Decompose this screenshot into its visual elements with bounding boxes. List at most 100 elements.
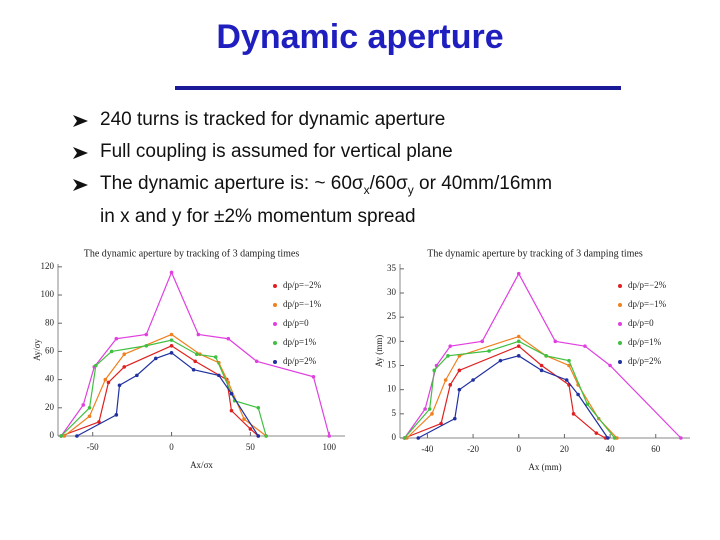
data-point: [576, 392, 580, 397]
data-point: [153, 356, 158, 361]
data-point: [264, 434, 268, 438]
data-point: [117, 383, 122, 388]
data-point: [516, 354, 521, 358]
y-axis-label: Ay (mm): [374, 335, 384, 367]
data-point: [169, 351, 174, 355]
chart-title: The dynamic aperture by tracking of 3 da…: [427, 248, 643, 259]
data-point: [564, 378, 569, 382]
y-tick-label: 120: [41, 261, 55, 271]
y-tick-label: 15: [387, 360, 397, 370]
x-tick-label: -20: [467, 444, 479, 454]
data-point: [605, 436, 610, 440]
data-point: [62, 434, 67, 438]
data-point: [594, 431, 599, 435]
data-point: [612, 436, 617, 440]
title-rule: [175, 86, 621, 90]
y-tick-label: 5: [392, 408, 397, 418]
data-point: [516, 339, 521, 344]
legend-marker: [273, 322, 277, 326]
data-point: [457, 368, 462, 373]
data-point: [571, 412, 576, 416]
bullet-text: Full coupling is assumed for vertical pl…: [100, 141, 453, 162]
data-point: [448, 344, 453, 348]
data-point: [87, 414, 92, 419]
data-point: [122, 365, 127, 369]
legend-label: dp/p=−1%: [283, 299, 322, 309]
data-point: [194, 352, 199, 357]
bullet-arrow: [73, 147, 88, 159]
data-point: [446, 354, 450, 358]
data-point: [254, 359, 259, 364]
x-tick-label: 50: [246, 442, 256, 452]
data-point: [567, 358, 571, 363]
data-point: [402, 436, 407, 440]
data-point: [439, 421, 443, 426]
x-tick-label: -40: [421, 444, 433, 454]
data-point: [169, 343, 174, 348]
data-point: [242, 417, 246, 421]
data-point: [516, 344, 521, 348]
data-point: [144, 332, 149, 337]
data-point: [443, 378, 448, 382]
data-point: [226, 336, 231, 341]
data-point: [448, 383, 453, 387]
x-tick-label: 20: [560, 444, 570, 454]
data-point: [94, 363, 98, 368]
data-point: [248, 427, 253, 431]
x-tick-label: 60: [651, 444, 661, 454]
x-axis-label: Ax (mm): [528, 462, 561, 472]
bullet-arrow: [73, 115, 88, 127]
data-point: [585, 402, 590, 406]
legend-label: dp/p=0: [628, 318, 654, 328]
data-point: [311, 374, 316, 379]
legend-marker: [273, 341, 277, 345]
data-point: [109, 349, 114, 354]
data-point: [191, 367, 196, 372]
y-tick-label: 20: [45, 402, 55, 412]
data-point: [81, 403, 86, 407]
data-point: [516, 334, 521, 339]
data-point: [135, 373, 139, 378]
legend-label: dp/p=0: [283, 318, 309, 328]
y-tick-label: 20: [387, 335, 397, 345]
x-tick-label: 0: [169, 442, 174, 452]
series-line: [76, 352, 259, 437]
legend-label: dp/p=2%: [628, 356, 662, 366]
data-point: [114, 336, 119, 341]
data-point: [416, 436, 421, 440]
series-line: [404, 340, 616, 439]
bullet-text: 240 turns is tracked for dynamic apertur…: [100, 109, 446, 130]
data-point: [103, 377, 108, 382]
legend-label: dp/p=−2%: [628, 280, 667, 290]
legend-label: dp/p=1%: [628, 337, 662, 347]
data-point: [327, 434, 332, 438]
data-point: [608, 363, 612, 368]
legend-marker: [273, 303, 277, 307]
bullet-text: The dynamic aperture is: ~ 60σ: [100, 173, 364, 194]
legend-label: dp/p=−2%: [283, 280, 322, 290]
data-point: [583, 344, 587, 348]
y-tick-label: 60: [45, 345, 55, 355]
y-tick-label: 0: [392, 432, 397, 442]
series-line: [404, 345, 606, 439]
data-point: [544, 354, 548, 358]
bullet-list: 240 turns is tracked for dynamic apertur…: [70, 104, 670, 228]
data-point: [169, 332, 174, 337]
data-point: [539, 363, 544, 368]
data-point: [679, 436, 683, 440]
data-point: [114, 413, 119, 417]
data-point: [256, 406, 261, 410]
data-point: [144, 343, 149, 348]
data-point: [427, 407, 432, 411]
bullet: The dynamic aperture is: ~ 60σx/60σy or …: [70, 168, 670, 228]
y-tick-label: 100: [41, 289, 55, 299]
legend-marker: [273, 284, 277, 288]
charts: The dynamic aperture by tracking of 3 da…: [32, 248, 690, 472]
series-line: [406, 335, 618, 439]
data-point: [516, 271, 521, 276]
data-point: [169, 338, 174, 342]
subscript: y: [407, 182, 414, 197]
data-point: [122, 352, 127, 357]
data-point: [229, 391, 234, 396]
